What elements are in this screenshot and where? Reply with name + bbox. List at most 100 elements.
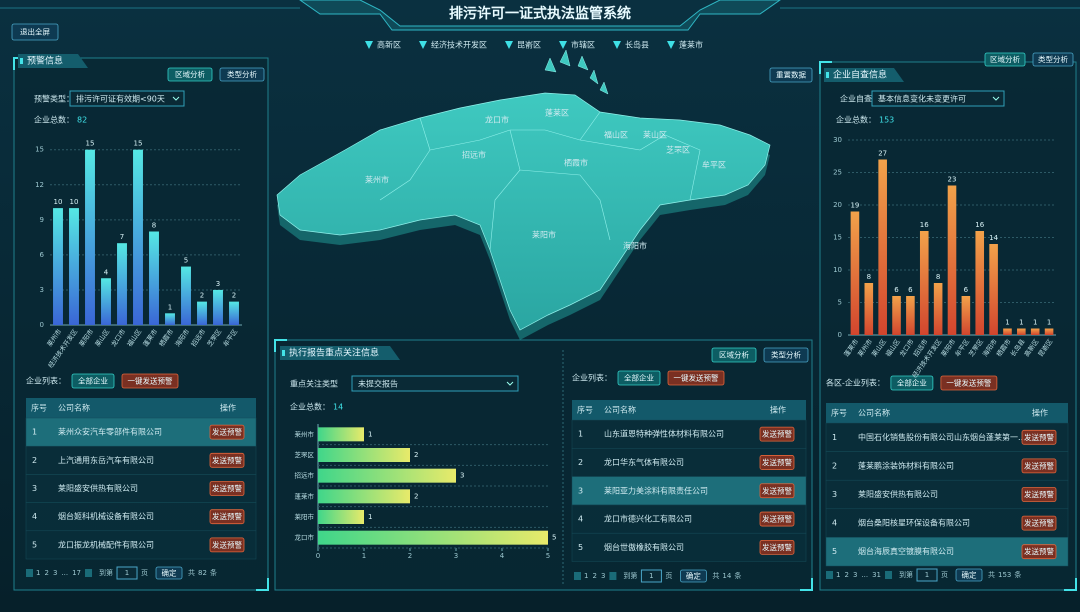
page-number[interactable]: ... [861, 571, 868, 579]
bar [1030, 328, 1040, 335]
y-tick-label: 龙口市 [295, 533, 315, 542]
prev-page[interactable] [826, 571, 833, 579]
button[interactable] [769, 67, 813, 83]
button[interactable] [759, 511, 795, 527]
button[interactable] [759, 483, 795, 499]
button[interactable] [71, 373, 115, 389]
next-page[interactable] [85, 569, 93, 577]
total-label: 企业总数： [34, 115, 74, 125]
map-label: 蓬莱区 [545, 108, 569, 118]
select[interactable] [351, 375, 519, 392]
button[interactable] [763, 347, 809, 363]
button[interactable] [680, 569, 707, 583]
select[interactable] [871, 90, 1005, 107]
button[interactable] [955, 568, 983, 582]
bar [318, 510, 364, 524]
total-label: 条 [1014, 570, 1021, 579]
page-number[interactable]: ... [61, 569, 68, 577]
row-index: 3 [578, 486, 583, 495]
column-header: 公司名称 [858, 408, 890, 418]
value-label: 1 [1005, 319, 1009, 327]
next-page[interactable] [885, 571, 893, 579]
button[interactable] [759, 455, 795, 470]
button-label: 全部企业 [897, 378, 927, 388]
list-label: 企业列表： [26, 376, 66, 386]
button[interactable] [167, 67, 213, 82]
map-label: 海阳市 [623, 241, 647, 251]
company-name: 龙口市德兴化工有限公司 [604, 514, 692, 524]
button[interactable] [759, 539, 795, 555]
page-number[interactable]: 2 [44, 569, 48, 577]
button[interactable] [1032, 52, 1074, 67]
button[interactable] [121, 373, 179, 389]
button[interactable] [890, 375, 934, 391]
map-borders [379, 111, 701, 251]
page-number[interactable]: 3 [601, 572, 605, 580]
button[interactable] [155, 566, 183, 580]
x-tick-label: 5 [546, 552, 550, 560]
value-label: 8 [152, 222, 156, 230]
button[interactable] [209, 452, 245, 468]
next-page[interactable] [609, 572, 617, 580]
page-number[interactable]: 2 [592, 572, 596, 580]
total-label: 企业总数： [836, 115, 876, 125]
map-label: 福山区 [604, 130, 628, 140]
page-number[interactable]: 1 [836, 571, 840, 579]
button[interactable] [667, 370, 725, 386]
company-name: 莱阳盛安供热有限公司 [858, 489, 938, 499]
value-label: 5 [552, 534, 556, 542]
button[interactable] [209, 509, 245, 525]
legend-icon [419, 41, 427, 49]
button[interactable] [209, 537, 245, 553]
bar [197, 301, 207, 325]
button-label: 全部企业 [78, 376, 108, 386]
page-input[interactable] [116, 566, 138, 580]
button[interactable] [759, 426, 795, 442]
column-header: 序号 [31, 403, 47, 413]
company-name: 龙口华东气体有限公司 [604, 457, 684, 467]
button-label: 发送预警 [212, 539, 242, 549]
x-tick-label: 2 [408, 552, 412, 560]
legend-icon [505, 41, 513, 49]
button[interactable] [219, 67, 265, 82]
page-number[interactable]: 1 [36, 569, 40, 577]
button[interactable] [11, 23, 59, 41]
button[interactable] [940, 375, 998, 391]
button[interactable] [1021, 429, 1057, 445]
panel-title: 执行报告重点关注信息 [289, 347, 379, 359]
column-header: 序号 [831, 408, 847, 418]
row-index: 4 [32, 512, 37, 521]
legend-label: 高新区 [377, 40, 401, 50]
prev-page[interactable] [26, 569, 33, 577]
button[interactable] [617, 370, 661, 386]
legend-icon [613, 41, 621, 49]
button[interactable] [1021, 487, 1057, 502]
button[interactable] [984, 52, 1026, 67]
bar [906, 296, 915, 335]
prev-page[interactable] [574, 572, 581, 580]
row-index: 3 [32, 484, 37, 493]
page-number[interactable]: 2 [844, 571, 848, 579]
y-tick-label: 招远市 [295, 471, 315, 480]
page-number[interactable]: 31 [872, 571, 881, 579]
page-number[interactable]: 3 [53, 569, 57, 577]
page-number[interactable]: 3 [853, 571, 857, 579]
button[interactable] [209, 481, 245, 496]
button[interactable] [1021, 458, 1057, 474]
select[interactable] [69, 90, 185, 107]
total-label: 企业总数： [290, 402, 330, 412]
page-input[interactable] [640, 569, 662, 583]
company-name: 烟台世傲橡胶有限公司 [604, 542, 684, 552]
button-label: 发送预警 [762, 457, 792, 467]
value-label: 4 [104, 268, 109, 276]
button[interactable] [1021, 515, 1057, 531]
select-value: 基本信息变化未变更许可 [878, 94, 966, 104]
page-input[interactable] [916, 568, 938, 582]
button[interactable] [711, 347, 757, 363]
button[interactable] [1021, 544, 1057, 560]
button-label: 类型分析 [771, 350, 801, 360]
page-number[interactable]: 17 [72, 569, 81, 577]
company-name: 烟台海辰真空镀膜有限公司 [858, 546, 954, 556]
page-number[interactable]: 1 [584, 572, 588, 580]
button[interactable] [209, 424, 245, 440]
